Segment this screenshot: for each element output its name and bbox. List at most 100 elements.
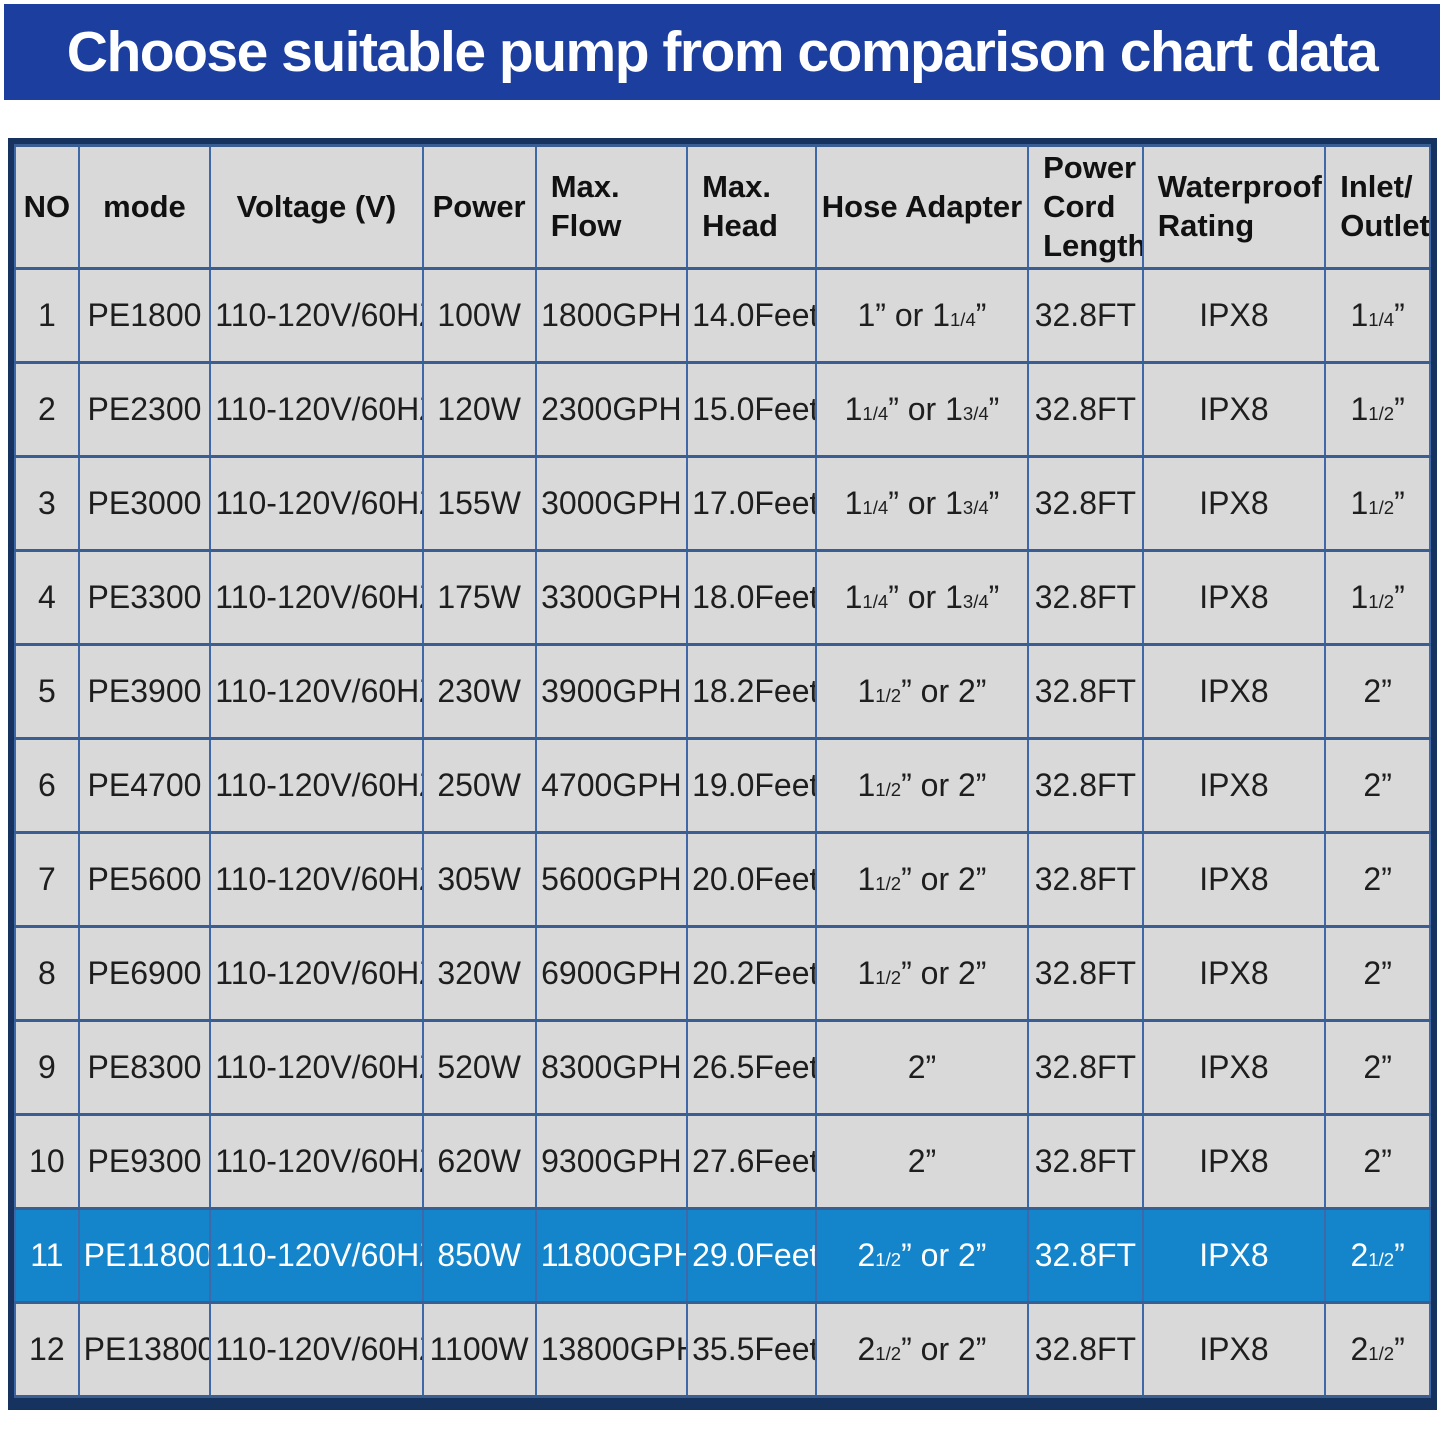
table-cell: 2” — [814, 1113, 1030, 1211]
fraction: 1/2 — [1368, 1249, 1395, 1271]
table-row: 1 PE1800 110-120V/60HZ 100W 1800GPH 14.0Feet 1… — [14, 267, 1431, 365]
table-row: 11 PE11800 110-120V/60HZ 850W 11800GPH 29.0Fe… — [14, 1207, 1431, 1305]
table-cell: 110-120V/60HZ — [209, 643, 424, 741]
table-cell: 110-120V/60HZ — [209, 1207, 424, 1305]
table-cell: 110-120V/60HZ — [209, 737, 424, 835]
table-cell: 250W — [421, 737, 537, 835]
table-cell: 850W — [421, 1207, 537, 1305]
table-cell: 11/2” — [1324, 549, 1431, 647]
table-cell: 26.5Feet — [686, 1019, 817, 1117]
table-cell: 32.8FT — [1027, 1019, 1144, 1117]
table-cell: 3000GPH — [534, 455, 689, 553]
table-cell: 110-120V/60HZ — [209, 267, 424, 365]
table-cell: 3300GPH — [534, 549, 689, 647]
column-header: Power — [421, 143, 537, 271]
table-cell: 9 — [14, 1019, 80, 1117]
table-cell: PE1800 — [77, 267, 212, 365]
table-row: 8 PE6900 110-120V/60HZ 320W 6900GPH 20.2Feet 1… — [14, 925, 1431, 1023]
table-cell: 11/2” or 2” — [814, 643, 1030, 741]
fraction: 3/4 — [962, 497, 989, 519]
fraction: 1/4 — [949, 309, 976, 331]
table-cell: 110-120V/60HZ — [209, 1301, 424, 1399]
table-cell: 11/4” or 13/4” — [814, 455, 1030, 553]
table-row: 4 PE3300 110-120V/60HZ 175W 3300GPH 18.0Feet 1… — [14, 549, 1431, 647]
table-cell: 32.8FT — [1027, 643, 1144, 741]
table-cell: 2” — [1324, 643, 1431, 741]
table-cell: 32.8FT — [1027, 1207, 1144, 1305]
column-header: NO — [14, 143, 80, 271]
table-cell: 32.8FT — [1027, 1301, 1144, 1399]
table-cell: 110-120V/60HZ — [209, 831, 424, 929]
table-cell: 32.8FT — [1027, 361, 1144, 459]
table-cell: IPX8 — [1141, 1301, 1327, 1399]
table-cell: 32.8FT — [1027, 1113, 1144, 1211]
fraction: 3/4 — [962, 403, 989, 425]
table-cell: 35.5Feet — [686, 1301, 817, 1399]
table-cell: IPX8 — [1141, 925, 1327, 1023]
table-cell: 11/2” or 2” — [814, 925, 1030, 1023]
table-cell: 2” — [1324, 1113, 1431, 1211]
table-cell: 11/2” or 2” — [814, 737, 1030, 835]
table-row: 7 PE5600 110-120V/60HZ 305W 5600GPH 20.0Feet 1… — [14, 831, 1431, 929]
table-cell: 32.8FT — [1027, 831, 1144, 929]
table-cell: IPX8 — [1141, 549, 1327, 647]
fraction: 1/2 — [1368, 591, 1395, 613]
table-cell: 110-120V/60HZ — [209, 455, 424, 553]
fraction: 3/4 — [962, 591, 989, 613]
table-cell: 4700GPH — [534, 737, 689, 835]
table-cell: 230W — [421, 643, 537, 741]
comparison-table: NO mode Voltage (V) Power Max. Flow Max. Head… — [14, 143, 1431, 1399]
comparison-table-frame: NO mode Voltage (V) Power Max. Flow Max. Head… — [8, 138, 1437, 1411]
fraction: 1/4 — [862, 591, 889, 613]
table-header-row: NO mode Voltage (V) Power Max. Flow Max. Head… — [14, 143, 1431, 271]
table-cell: 620W — [421, 1113, 537, 1211]
fraction: 1/2 — [1368, 497, 1395, 519]
table-cell: PE9300 — [77, 1113, 212, 1211]
table-cell: 110-120V/60HZ — [209, 361, 424, 459]
table-cell: 11/4” or 13/4” — [814, 361, 1030, 459]
table-cell: PE6900 — [77, 925, 212, 1023]
table-cell: 1” or 11/4” — [814, 267, 1030, 365]
table-cell: 5 — [14, 643, 80, 741]
table-cell: 32.8FT — [1027, 925, 1144, 1023]
table-cell: 110-120V/60HZ — [209, 925, 424, 1023]
table-cell: 2” — [814, 1019, 1030, 1117]
table-cell: 15.0Feet — [686, 361, 817, 459]
table-cell: 3 — [14, 455, 80, 553]
table-row: 10 PE9300 110-120V/60HZ 620W 9300GPH 27.6Feet… — [14, 1113, 1431, 1211]
table-cell: 21/2” or 2” — [814, 1207, 1030, 1305]
table-cell: IPX8 — [1141, 455, 1327, 553]
table-cell: 19.0Feet — [686, 737, 817, 835]
column-header: Power Cord Length — [1027, 143, 1144, 271]
fraction: 1/2 — [875, 1343, 902, 1365]
table-cell: 32.8FT — [1027, 737, 1144, 835]
table-cell: 2 — [14, 361, 80, 459]
table-cell: 21/2” or 2” — [814, 1301, 1030, 1399]
table-cell: 13800GPH — [534, 1301, 689, 1399]
table-cell: 18.2Feet — [686, 643, 817, 741]
table-cell: 11/2” or 2” — [814, 831, 1030, 929]
column-header: Voltage (V) — [209, 143, 424, 271]
column-header: Max. Flow — [534, 143, 689, 271]
table-cell: 2” — [1324, 831, 1431, 929]
table-cell: 5600GPH — [534, 831, 689, 929]
table-cell: 11 — [14, 1207, 80, 1305]
table-row: 2 PE2300 110-120V/60HZ 120W 2300GPH 15.0Feet 1… — [14, 361, 1431, 459]
table-cell: 20.0Feet — [686, 831, 817, 929]
table-cell: 21/2” — [1324, 1301, 1431, 1399]
table-cell: 2” — [1324, 737, 1431, 835]
column-header: mode — [77, 143, 212, 271]
table-cell: PE4700 — [77, 737, 212, 835]
table-cell: 1800GPH — [534, 267, 689, 365]
table-cell: 2” — [1324, 925, 1431, 1023]
table-cell: 20.2Feet — [686, 925, 817, 1023]
table-cell: 155W — [421, 455, 537, 553]
fraction: 1/2 — [875, 779, 902, 801]
table-cell: IPX8 — [1141, 361, 1327, 459]
fraction: 1/4 — [1368, 309, 1395, 331]
table-cell: PE13800 — [77, 1301, 212, 1399]
table-cell: PE2300 — [77, 361, 212, 459]
table-cell: 9300GPH — [534, 1113, 689, 1211]
table-cell: 1 — [14, 267, 80, 365]
